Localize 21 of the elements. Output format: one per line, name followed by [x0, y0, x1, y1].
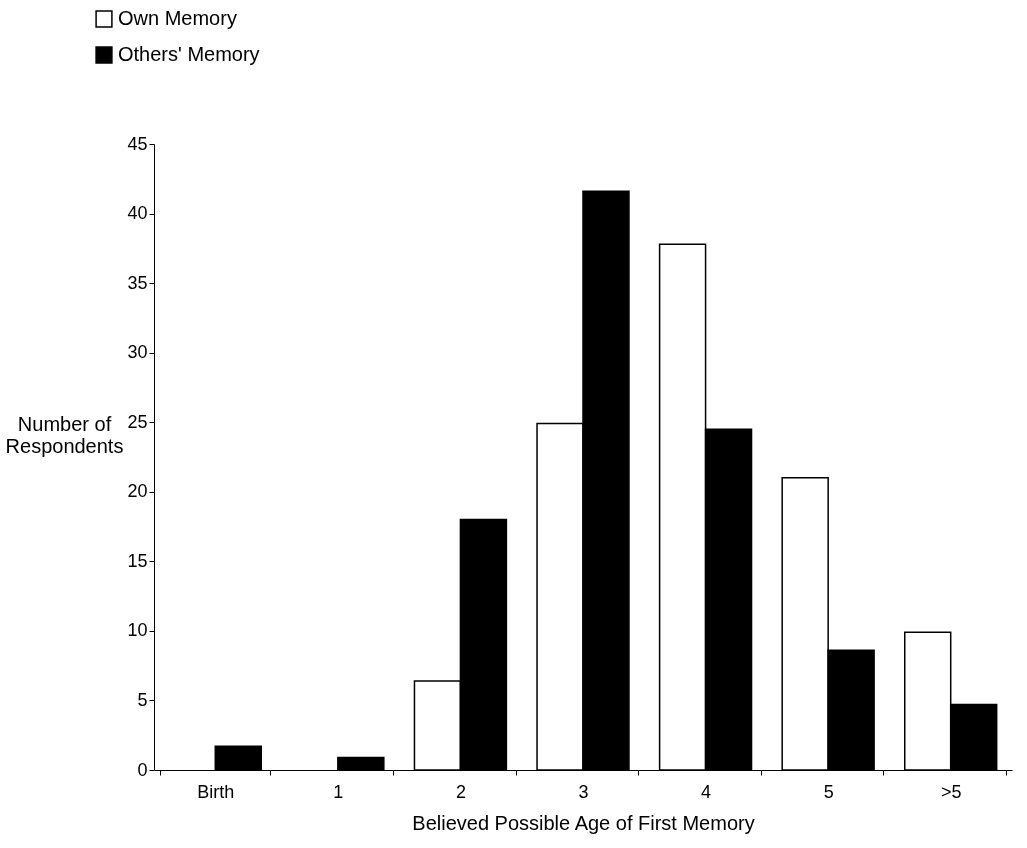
y-tick-label: 20: [127, 481, 148, 502]
x-tick-label: Birth: [197, 781, 235, 802]
x-tick-label: 4: [701, 781, 712, 802]
x-tick-label: 3: [578, 781, 589, 802]
x-tick-label: 5: [823, 781, 834, 802]
y-tick-label: 45: [127, 133, 148, 154]
legend-label: Own Memory: [118, 7, 237, 29]
x-tick-label: >5: [940, 781, 962, 802]
y-tick-label: 15: [127, 550, 148, 571]
y-tick-label: 35: [127, 272, 148, 293]
y-tick-label: 0: [137, 759, 148, 780]
y-tick-label: 25: [127, 411, 148, 432]
y-tick-label: 5: [137, 689, 148, 710]
y-tick-label: 10: [127, 620, 148, 641]
x-tick-label: 2: [455, 781, 466, 802]
y-tick-label: 40: [127, 203, 148, 224]
y-tick-label: 30: [127, 342, 148, 363]
legend-label: Others' Memory: [118, 43, 260, 65]
x-axis-title: Believed Possible Age of First Memory: [412, 811, 755, 834]
x-tick-label: 1: [333, 781, 344, 802]
y-axis-title: Number of Respondents: [5, 412, 124, 457]
